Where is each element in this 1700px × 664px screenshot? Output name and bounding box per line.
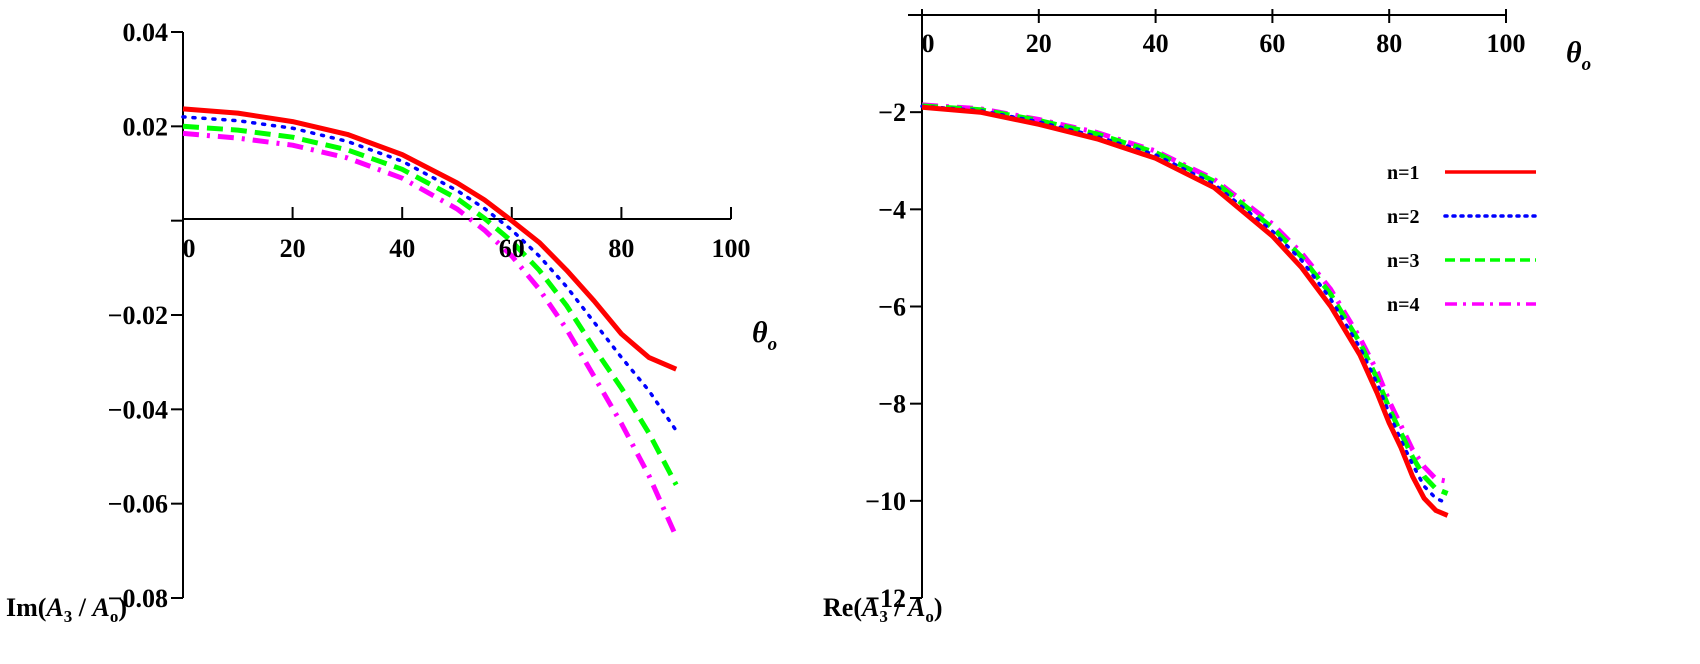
chart-im-a3-over-ao: 0.04 0.02 −0.02 −0.04 −0.06 −0.08 0 20 40 60 80 100… bbox=[6, 18, 777, 626]
y-tick-label: 0.02 bbox=[123, 112, 169, 141]
x-tick-label: 0 bbox=[183, 234, 196, 263]
x-tick-label: 60 bbox=[499, 234, 525, 263]
y-label-a2: A bbox=[906, 593, 925, 622]
series-line-n-1 bbox=[182, 106, 678, 372]
y-tick-label: −2 bbox=[878, 98, 906, 127]
y-tick-label: −12 bbox=[865, 584, 906, 613]
y-tick-label: −0.02 bbox=[108, 301, 168, 330]
x-axis-label-sub: o bbox=[1582, 54, 1592, 75]
legend-label: n=4 bbox=[1387, 294, 1420, 316]
y-tick-label: 0.04 bbox=[123, 18, 169, 47]
x-axis-label-main: θ bbox=[1566, 36, 1582, 69]
x-tick-label: 100 bbox=[1487, 29, 1526, 58]
chart-re-x-axis-label: θo bbox=[1566, 36, 1591, 75]
y-tick-label: −0.08 bbox=[108, 584, 168, 613]
series-line-n-2 bbox=[920, 104, 1450, 506]
x-tick-label: 60 bbox=[1259, 29, 1285, 58]
chart-im-y-axis-label: Im(A3 / Ao) bbox=[6, 593, 127, 626]
chart-im-series bbox=[181, 106, 679, 538]
legend-label: n=3 bbox=[1387, 250, 1420, 272]
series-line-n-4 bbox=[921, 102, 1449, 484]
y-tick-label: −8 bbox=[878, 390, 906, 419]
chart-re-legend: n=1 n=2 n=3 n=4 bbox=[1387, 162, 1538, 316]
x-tick-label: 40 bbox=[389, 234, 415, 263]
x-axis-label-main: θ bbox=[752, 316, 768, 349]
x-tick-label: 0 bbox=[922, 29, 935, 58]
y-label-prefix: Re( bbox=[823, 593, 862, 622]
x-tick-label: 100 bbox=[712, 234, 751, 263]
chart-im-tick-labels: 0.04 0.02 −0.02 −0.04 −0.06 −0.08 0 20 40 60 80 100 bbox=[108, 18, 751, 613]
chart-re-series bbox=[920, 102, 1450, 518]
legend-label: n=2 bbox=[1387, 206, 1420, 228]
y-label-suffix: ) bbox=[934, 593, 943, 622]
x-axis-label-sub: o bbox=[768, 334, 778, 355]
series-line-n-2 bbox=[181, 115, 678, 433]
y-label-mid: / bbox=[888, 593, 908, 622]
chart-re-tick-labels: −2 −4 −6 −8 −10 −12 0 20 40 60 80 100 bbox=[865, 29, 1525, 613]
y-tick-label: −0.04 bbox=[108, 395, 168, 424]
y-label-a1: A bbox=[860, 593, 879, 622]
series-line-n-3 bbox=[921, 103, 1449, 496]
x-tick-label: 20 bbox=[1026, 29, 1052, 58]
x-tick-label: 40 bbox=[1143, 29, 1169, 58]
series-line-n-3 bbox=[182, 123, 679, 486]
y-tick-label: −6 bbox=[878, 293, 906, 322]
y-label-s1: 3 bbox=[879, 607, 888, 626]
chart-re-axes bbox=[908, 9, 1507, 599]
y-label-s2: o bbox=[925, 607, 934, 626]
series-line-n-4 bbox=[182, 130, 679, 538]
y-tick-label: −10 bbox=[865, 487, 906, 516]
chart-re-a3-over-ao: −2−4−6−8−10−120 20 40 60 80 100 θo Re(A3 / Ao… bbox=[823, 9, 1591, 626]
x-tick-label: 20 bbox=[280, 234, 306, 263]
x-tick-label: 80 bbox=[1376, 29, 1402, 58]
y-tick-label: −4 bbox=[878, 195, 906, 224]
series-line-n-1 bbox=[921, 104, 1449, 518]
y-label-s2: o bbox=[110, 607, 119, 626]
chart-im-x-axis-label: θo bbox=[752, 316, 777, 355]
y-label-prefix: Im( bbox=[6, 593, 46, 622]
y-label-mid: / bbox=[72, 593, 92, 622]
y-tick-label: −0.06 bbox=[108, 490, 168, 519]
legend-label: n=1 bbox=[1387, 162, 1420, 184]
x-tick-label: 80 bbox=[608, 234, 634, 263]
y-label-suffix: ) bbox=[118, 593, 127, 622]
y-label-a2: A bbox=[91, 593, 110, 622]
y-label-s1: 3 bbox=[64, 607, 73, 626]
chart-re-y-axis-label: Re(A3 / Ao) bbox=[823, 593, 943, 626]
y-label-a1: A bbox=[44, 593, 63, 622]
